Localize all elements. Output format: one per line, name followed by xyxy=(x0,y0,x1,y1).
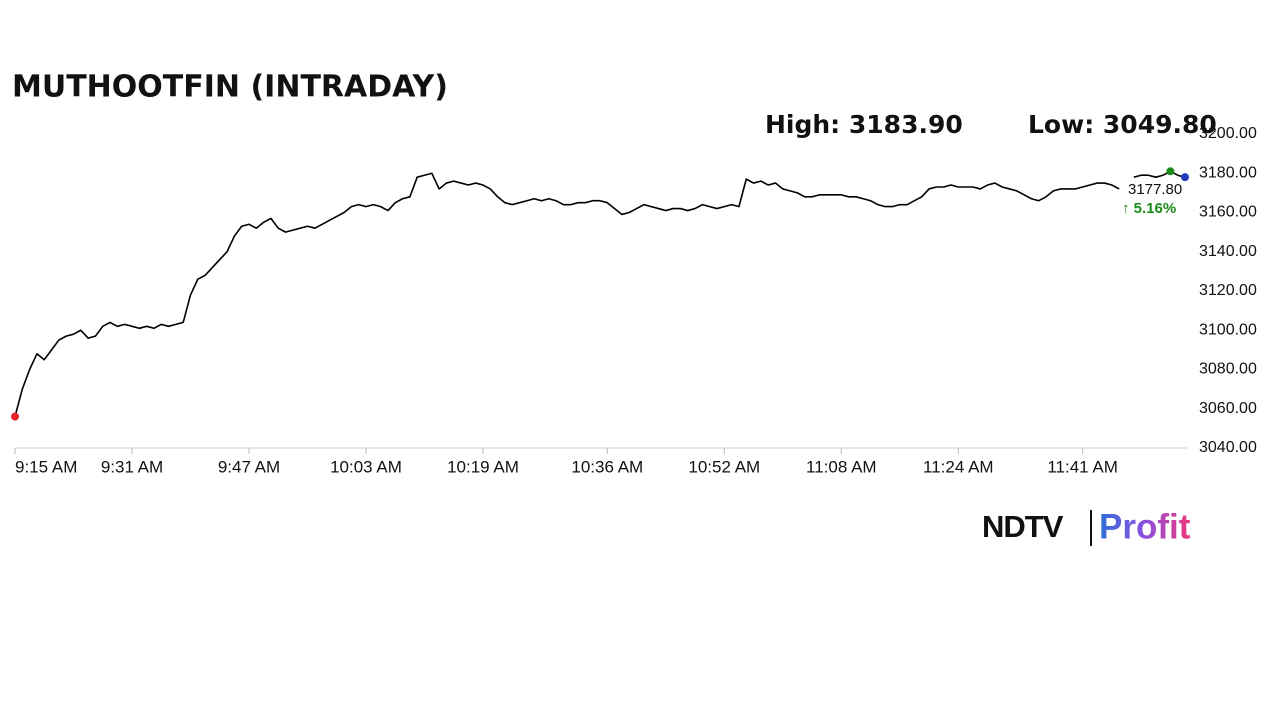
x-tick-label: 11:41 AM xyxy=(1047,457,1118,476)
x-tick-label: 9:31 AM xyxy=(101,457,163,476)
change-label: ↑ 5.16% xyxy=(1122,200,1176,217)
x-tick-label: 11:24 AM xyxy=(923,457,994,476)
last-price-label: 3177.80 xyxy=(1128,181,1182,198)
x-tick-label: 10:36 AM xyxy=(571,457,643,476)
high-marker xyxy=(1166,167,1175,176)
y-tick-label: 3060.00 xyxy=(1199,400,1257,417)
y-tick-label: 3080.00 xyxy=(1199,361,1257,378)
price-line xyxy=(14,170,1186,417)
open-marker xyxy=(11,412,19,421)
last-marker xyxy=(1181,173,1189,182)
x-tick-label: 11:08 AM xyxy=(806,457,877,476)
x-tick-label: 10:19 AM xyxy=(447,457,519,476)
logo-brand: NDTV xyxy=(982,509,1064,544)
y-tick-label: 3180.00 xyxy=(1199,164,1257,181)
y-tick-label: 3140.00 xyxy=(1199,243,1257,260)
low-label: Low: 3049.80 xyxy=(1028,110,1217,139)
y-tick-label: 3200.00 xyxy=(1199,125,1257,142)
x-tick-label: 10:52 AM xyxy=(688,457,760,476)
y-tick-label: 3100.00 xyxy=(1199,321,1257,338)
x-tick-label: 9:47 AM xyxy=(218,457,280,476)
x-tick-label: 10:03 AM xyxy=(330,457,402,476)
high-label: High: 3183.90 xyxy=(765,110,963,139)
x-tick-label: 9:15 AM xyxy=(15,457,77,476)
y-tick-label: 3120.00 xyxy=(1199,282,1257,299)
chart-title: MUTHOOTFIN (INTRADAY) xyxy=(12,70,448,105)
y-tick-label: 3040.00 xyxy=(1199,439,1257,456)
logo-product: Profit xyxy=(1099,507,1191,546)
y-tick-label: 3160.00 xyxy=(1199,204,1257,221)
